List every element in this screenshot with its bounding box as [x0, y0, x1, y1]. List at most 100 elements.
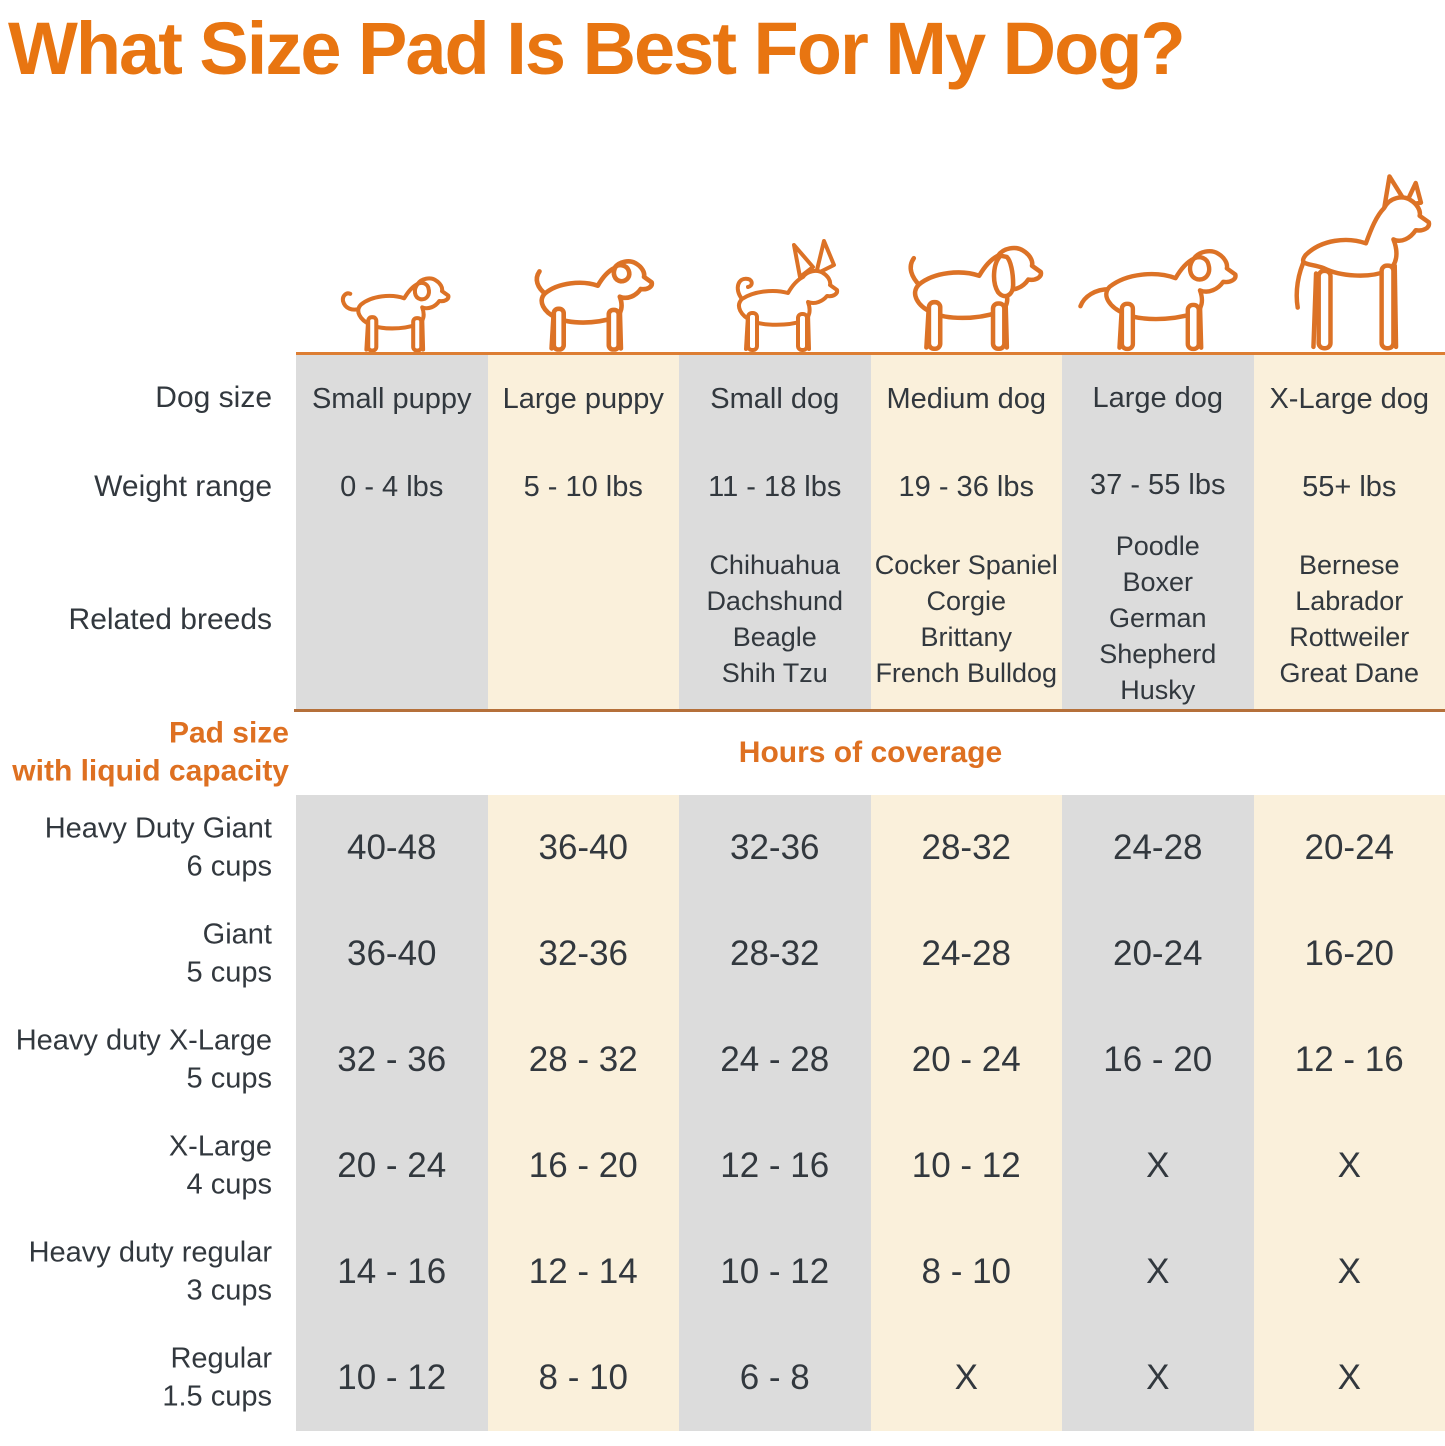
weight-value: 0 - 4 lbs [340, 470, 444, 503]
large-puppy-icon [534, 259, 655, 352]
upper-table: Small puppy 0 - 4 lbs Large puppy 5 - 10… [296, 355, 1445, 709]
breed-item: Great Dane [1279, 657, 1420, 688]
pad-size-header: Pad size with liquid capacity [0, 715, 289, 792]
breed-item: Husky [1120, 675, 1196, 706]
hours-cell: 24 - 28 [720, 1040, 830, 1079]
pad-name: Heavy Duty Giant [44, 812, 272, 845]
pad-capacity: 5 cups [186, 957, 272, 989]
hours-cell: X [954, 1358, 978, 1397]
weight-value: 55+ lbs [1302, 470, 1397, 503]
breed-item: Bernese [1298, 550, 1400, 581]
weight-value: 11 - 18 lbs [708, 470, 842, 503]
pad-capacity: 4 cups [186, 1169, 272, 1201]
pad-size-header-line1: Pad size [168, 716, 289, 750]
column-header: X-Large dog [1269, 382, 1430, 415]
column-large-puppy: Large puppy 5 - 10 lbs [487, 355, 680, 709]
column-header: Small dog [710, 382, 840, 415]
hours-of-coverage-header: Hours of coverage [738, 736, 1003, 769]
hours-cell: 28 - 32 [528, 1040, 638, 1079]
column-large-dog: Large dog 37 - 55 lbs Poodle Boxer Germa… [1062, 355, 1254, 709]
breed-item: Labrador [1295, 586, 1404, 617]
section-divider [294, 709, 1445, 712]
breed-list: Bernese Labrador Rottweiler Great Dane [1254, 531, 1445, 709]
hours-cell: X [1146, 1358, 1170, 1397]
weight-value: 19 - 36 lbs [898, 470, 1034, 503]
pad-name: Giant [202, 918, 272, 951]
pad-capacity: 3 cups [186, 1275, 272, 1307]
small-puppy-icon [340, 276, 451, 353]
weight-value: 5 - 10 lbs [523, 470, 643, 503]
breed-item: French Bulldog [875, 657, 1058, 688]
column-header: Medium dog [886, 382, 1047, 415]
breed-item: Shih Tzu [721, 657, 828, 688]
small-dog-chihuahua-icon [735, 239, 840, 352]
breed-item: Brittany [920, 622, 1013, 652]
hours-column-medium-dog: 28-32 24-28 20 - 24 10 - 12 8 - 10 X [870, 795, 1062, 1431]
row-label-dog-size: Dog size [155, 381, 272, 414]
hours-cell: 32 - 36 [337, 1040, 447, 1079]
column-x-large-dog: X-Large dog 55+ lbs Bernese Labrador Rot… [1253, 355, 1445, 709]
hours-cell: 20-24 [1304, 828, 1395, 867]
pad-name: X-Large [168, 1130, 272, 1163]
breed-list: Cocker Spaniel Corgie Brittany French Bu… [871, 531, 1063, 709]
pad-name: Regular [170, 1342, 272, 1375]
hours-cell: X [1337, 1146, 1361, 1185]
hours-column-small-dog: 32-36 28-32 24 - 28 12 - 16 10 - 12 6 - … [679, 795, 871, 1431]
breed-item: Beagle [732, 622, 817, 652]
hours-cell: 12 - 16 [720, 1146, 830, 1185]
column-small-puppy: Small puppy 0 - 4 lbs [296, 355, 488, 709]
hours-cell: X [1146, 1146, 1170, 1185]
large-dog-labrador-icon [1078, 249, 1238, 352]
pad-name: Heavy duty X-Large [15, 1024, 272, 1057]
pad-name: Heavy duty regular [28, 1236, 272, 1269]
breed-item: Rottweiler [1289, 622, 1410, 652]
hours-cell: 20 - 24 [337, 1146, 447, 1185]
hours-cell: 28-32 [729, 934, 820, 973]
hours-cell: 6 - 8 [739, 1358, 810, 1397]
breed-item: Poodle [1115, 531, 1200, 562]
pad-row-label: X-Large 4 cups [0, 1128, 272, 1205]
pad-row-label: Giant 5 cups [0, 916, 272, 993]
hours-cell: 32-36 [729, 828, 820, 867]
breed-item: Chihuahua [709, 550, 841, 581]
row-label-related-breeds: Related breeds [68, 603, 272, 636]
hours-cell: 20 - 24 [911, 1040, 1021, 1079]
hours-cell: 16 - 20 [528, 1146, 638, 1185]
hours-cell: X [1337, 1358, 1361, 1397]
breed-item: Cocker Spaniel [874, 550, 1058, 581]
hours-cell: 24-28 [921, 934, 1012, 973]
hours-cell: 8 - 10 [538, 1358, 629, 1397]
hours-cell: 16 - 20 [1103, 1040, 1213, 1079]
row-label-weight-range: Weight range [94, 470, 272, 503]
hours-cell: 36-40 [346, 934, 437, 973]
pad-capacity: 6 cups [186, 851, 272, 883]
column-header: Large puppy [502, 382, 664, 415]
column-medium-dog: Medium dog 19 - 36 lbs Cocker Spaniel Co… [870, 355, 1063, 709]
breed-list: Poodle Boxer German Shepherd Husky [1062, 529, 1254, 709]
pad-capacity: 1.5 cups [162, 1381, 272, 1413]
pad-row-label: Heavy duty X-Large 5 cups [0, 1022, 272, 1099]
hours-cell: 20-24 [1112, 934, 1203, 973]
hours-cell: X [1146, 1252, 1170, 1291]
page-title: What Size Pad Is Best For My Dog? [8, 7, 1186, 90]
breed-list [296, 531, 488, 709]
breed-item: German Shepherd [1099, 603, 1217, 670]
weight-value: 37 - 55 lbs [1090, 469, 1226, 502]
medium-dog-spaniel-icon [908, 245, 1044, 351]
x-large-dog-great-dane-icon [1294, 174, 1432, 351]
column-header: Small puppy [311, 382, 472, 415]
hours-cell: 32-36 [538, 934, 629, 973]
hours-cell: 16-20 [1304, 934, 1395, 973]
pad-size-header-line2: with liquid capacity [12, 755, 289, 788]
hours-table: 40-48 36-40 32 - 36 20 - 24 14 - 16 10 -… [296, 795, 1445, 1431]
hours-cell: 10 - 12 [337, 1358, 447, 1397]
hours-cell: 12 - 16 [1294, 1040, 1404, 1079]
breed-item: Corgie [926, 586, 1007, 617]
hours-cell: X [1337, 1252, 1361, 1291]
breed-list [488, 531, 680, 709]
hours-cell: 14 - 16 [337, 1252, 447, 1291]
hours-column-large-puppy: 36-40 32-36 28 - 32 16 - 20 12 - 14 8 - … [487, 795, 679, 1431]
hours-cell: 40-48 [346, 828, 437, 867]
hours-cell: 8 - 10 [921, 1252, 1012, 1291]
